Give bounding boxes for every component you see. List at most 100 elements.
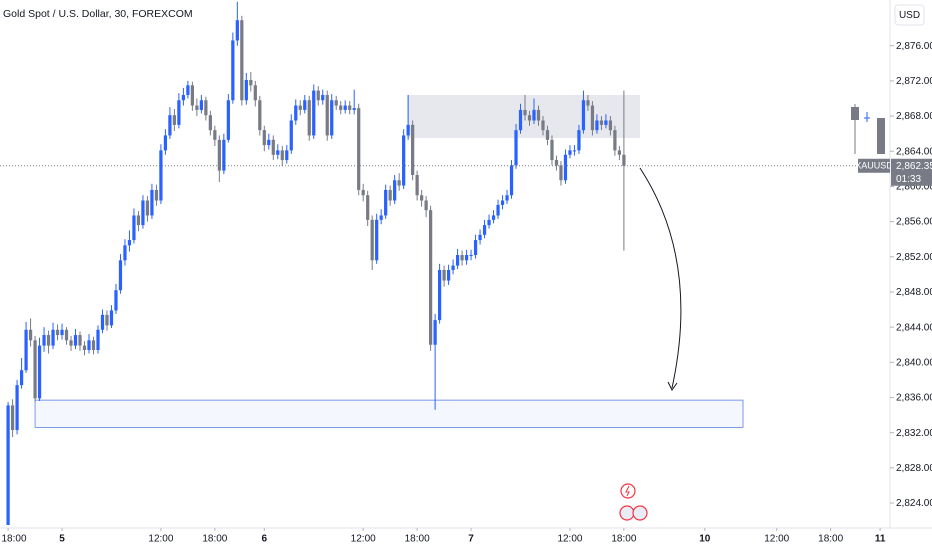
candle-body [28,329,33,341]
projection-arrow [639,167,682,389]
candle-body [51,329,55,346]
x-tick-label: 18:00 [611,534,636,545]
candle-body [303,100,307,110]
x-tick-label: 18:00 [1,534,26,545]
time-axis [0,528,932,550]
y-tick-label: 2,848.00 [896,287,932,298]
candle-body [316,90,320,101]
candle-body [186,85,190,95]
candle-body [514,130,518,166]
candle-body [330,100,334,136]
last-price-label: 2,862.35 [896,161,932,172]
candle-body [312,90,316,136]
candle-body [473,240,478,256]
event-icon[interactable] [620,483,636,499]
candle-body [455,255,460,266]
candle-body [550,139,554,161]
candle-body [590,105,595,131]
candle-body [181,94,186,101]
y-tick-label: 2,844.00 [896,322,932,333]
candle-body [361,189,365,196]
candle-body [168,115,172,136]
candle-body [321,94,325,101]
candle-body [222,139,226,171]
candle-body [69,340,73,346]
y-tick-label: 2,840.00 [896,357,932,368]
candle-body [536,109,541,121]
y-tick-label: 2,876.00 [896,41,932,52]
candle-body [82,345,87,350]
candle-body [366,195,370,220]
candle-body [298,105,302,110]
countdown: 01:33 [896,174,921,185]
candle-body [577,130,581,151]
candle-body [15,385,19,431]
candle-body [19,370,24,386]
candle-body [294,105,298,121]
chart-title: Gold Spot / U.S. Dollar, 30, FOREXCOM [3,8,193,20]
candle-body [415,175,419,196]
candle-body [213,130,217,140]
candle-body [437,269,442,321]
candle-body [496,204,500,216]
candle-body [276,150,280,155]
x-tick-label: 7 [468,534,474,545]
candle-body [420,195,424,201]
x-tick-label: 12:00 [148,534,173,545]
x-tick-label: 5 [59,534,65,545]
candle-body [559,165,563,181]
candle-body [136,215,141,226]
candle-body [464,255,469,261]
currency-box[interactable] [894,4,925,26]
event-flag[interactable] [632,505,648,521]
candle-body [617,150,622,155]
candle-body [384,189,388,216]
candle-body [87,340,91,350]
candle-body [487,219,491,226]
candle-body [433,320,437,345]
candle-body [105,314,109,326]
candle-body [541,120,545,131]
y-tick-label: 2,832.00 [896,428,932,439]
candle-body [163,135,168,151]
price-axis [890,0,932,528]
candle-body [78,335,82,346]
candle-body [608,120,613,131]
candle-body [424,200,428,211]
symbol-label-box [858,158,890,173]
candle-body [109,310,114,326]
candle-body [554,160,559,166]
candle-body [132,215,136,241]
candle-body [231,40,235,101]
currency: USD [899,10,920,21]
candle-body [258,100,262,131]
candle-body [262,130,266,146]
candle-body [581,100,586,131]
candle-body [595,120,599,131]
last-price-box [891,158,932,186]
candle-body [352,108,356,110]
candle-body [375,219,379,261]
candle-body [195,105,199,110]
candle-body [204,100,208,116]
candle-body [406,124,410,136]
y-tick-label: 2,860.00 [896,182,932,193]
candle-body [604,120,608,125]
candle-body [73,335,78,346]
candle-body [118,260,123,291]
candle-body [235,20,239,41]
candle-body [159,150,163,201]
preview-candle [877,118,885,154]
candle-body [289,120,293,151]
event-flag[interactable] [619,505,635,521]
y-tick-label: 2,828.00 [896,463,932,474]
x-tick-label: 12:00 [764,534,789,545]
candle-body [523,109,527,116]
y-tick-label: 2,856.00 [896,217,932,228]
candle-body [622,154,626,166]
candle-body [154,189,159,201]
candle-body [613,130,617,151]
candle-body [586,100,590,106]
candle-body [545,130,550,140]
